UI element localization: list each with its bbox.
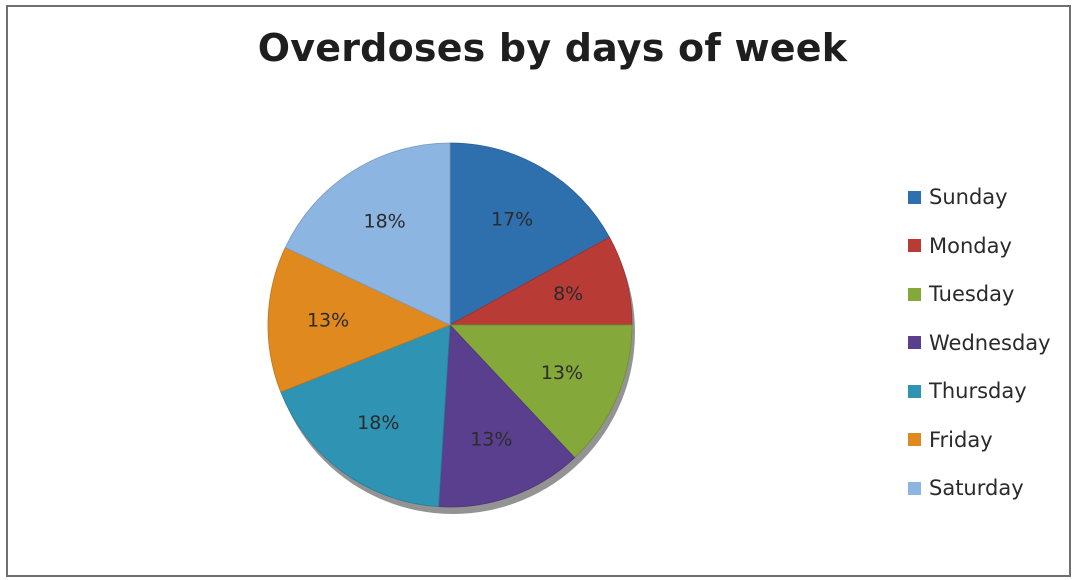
legend-label-friday: Friday <box>929 427 993 452</box>
slice-label-wednesday: 13% <box>470 428 512 450</box>
legend-item-monday: Monday <box>908 222 1051 271</box>
pie-slice-thursday <box>280 324 451 508</box>
chart-legend: Sunday Monday Tuesday Wednesday Thursday Frid… <box>908 173 1051 513</box>
pie-slice-saturday <box>284 142 451 326</box>
pie-slice-sunday <box>449 142 611 326</box>
legend-label-wednesday: Wednesday <box>929 330 1051 355</box>
pie-slice-friday <box>267 246 452 393</box>
legend-swatch-wednesday <box>908 336 921 350</box>
slice-label-tuesday: 13% <box>541 362 583 384</box>
chart-title: Overdoses by days of week <box>257 26 848 70</box>
legend-item-wednesday: Wednesday <box>908 319 1051 368</box>
legend-swatch-tuesday <box>908 287 921 301</box>
legend-label-sunday: Sunday <box>929 185 1008 210</box>
pie-slice-monday <box>449 236 633 326</box>
legend-swatch-sunday <box>908 190 921 204</box>
legend-label-monday: Monday <box>929 233 1012 258</box>
legend-label-thursday: Thursday <box>929 379 1027 404</box>
legend-swatch-monday <box>908 239 921 253</box>
legend-swatch-saturday <box>908 481 921 495</box>
legend-item-sunday: Sunday <box>908 173 1051 222</box>
legend-item-tuesday: Tuesday <box>908 270 1051 319</box>
legend-item-saturday: Saturday <box>908 464 1051 513</box>
slice-label-thursday: 18% <box>357 412 399 434</box>
pie-slice-wednesday <box>438 324 576 508</box>
legend-swatch-thursday <box>908 384 921 398</box>
slice-label-sunday: 17% <box>491 208 533 230</box>
pie-slice-tuesday <box>449 324 633 459</box>
legend-swatch-friday <box>908 433 921 447</box>
legend-item-thursday: Thursday <box>908 367 1051 416</box>
legend-label-tuesday: Tuesday <box>929 282 1015 307</box>
slice-label-saturday: 18% <box>364 210 406 232</box>
slice-label-monday: 8% <box>553 283 583 305</box>
legend-item-friday: Friday <box>908 416 1051 465</box>
legend-label-saturday: Saturday <box>929 476 1024 501</box>
slice-label-friday: 13% <box>307 310 349 332</box>
